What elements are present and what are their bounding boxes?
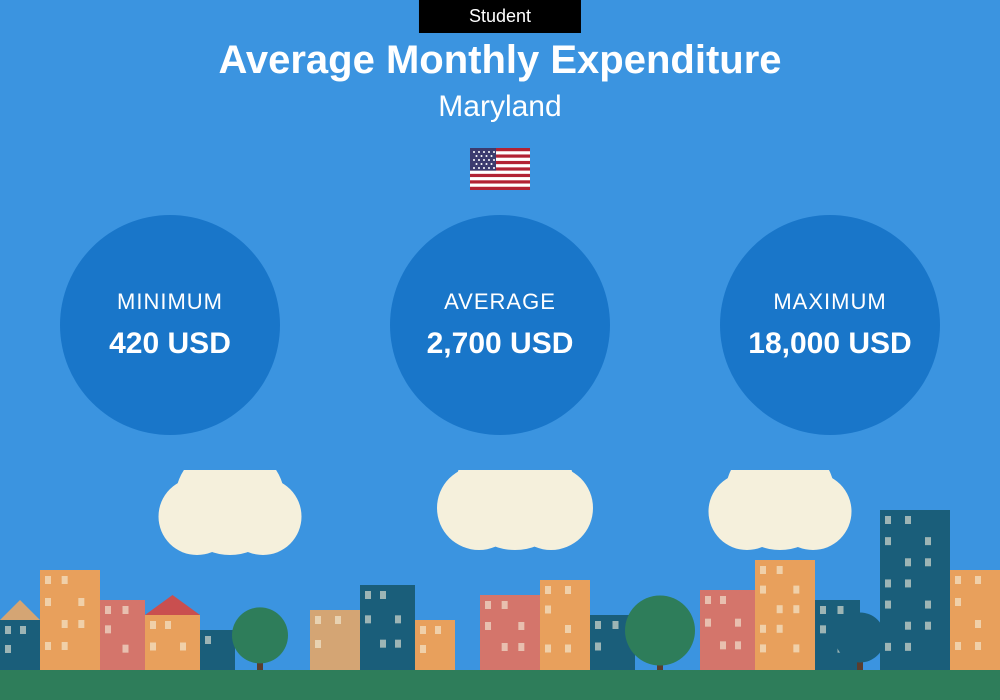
stat-value: 420 USD (109, 327, 231, 361)
stat-value: 2,700 USD (427, 327, 574, 361)
stat-value: 18,000 USD (748, 327, 911, 361)
location-subtitle: Maryland (0, 90, 1000, 124)
badge-text: Student (469, 6, 531, 26)
stat-label: MAXIMUM (773, 289, 886, 315)
category-badge: Student (419, 0, 581, 33)
stat-circles: MINIMUM 420 USD AVERAGE 2,700 USD MAXIMU… (0, 215, 1000, 435)
stat-circle-minimum: MINIMUM 420 USD (60, 215, 280, 435)
stat-circle-maximum: MAXIMUM 18,000 USD (720, 215, 940, 435)
flag-icon (470, 148, 530, 190)
stat-label: AVERAGE (444, 289, 556, 315)
cityscape-illustration (0, 470, 1000, 700)
stat-label: MINIMUM (117, 289, 223, 315)
stat-circle-average: AVERAGE 2,700 USD (390, 215, 610, 435)
page-title: Average Monthly Expenditure (0, 38, 1000, 83)
